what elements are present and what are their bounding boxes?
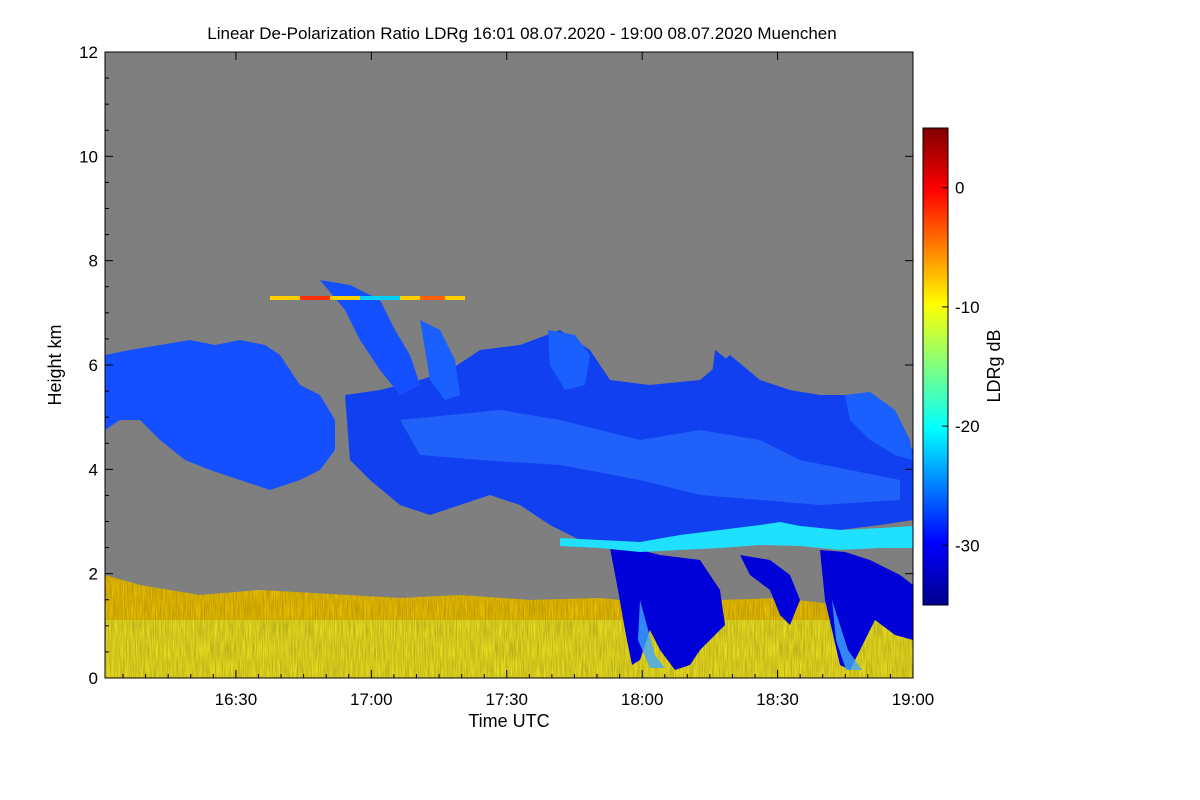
x-tick-label: 17:00 [350,690,393,709]
thin-layer-segment [300,296,330,300]
colorbar-tick-label: -10 [955,298,980,317]
y-tick-label: 10 [79,147,98,166]
y-tick-label: 2 [89,565,98,584]
colorbar: 0 -10 -20 -30 LDRg dB [922,127,1004,606]
y-tick-label: 4 [89,460,98,479]
colorbar-ticks: 0 -10 -20 -30 [942,179,980,555]
colorbar-tick-label: -20 [955,417,980,436]
y-tick-label: 0 [89,669,98,688]
x-axis: 16:30 17:00 17:30 18:00 18:30 19:00 [122,52,935,709]
x-axis-label: Time UTC [468,711,549,731]
x-tick-label: 16:30 [215,690,258,709]
thin-layer-segment [420,296,445,300]
x-tick-label: 17:30 [485,690,528,709]
x-tick-label: 18:00 [621,690,664,709]
x-tick-label: 19:00 [892,690,935,709]
colorbar-tick-label: 0 [955,179,964,198]
x-tick-label: 18:30 [756,690,799,709]
ice-cloud-region [105,280,913,548]
chart-title: Linear De-Polarization Ratio LDRg 16:01 … [207,24,836,43]
fall-streaks-region [610,548,913,670]
y-tick-label: 6 [89,356,98,375]
colorbar-gradient [922,127,949,606]
colorbar-label: LDRg dB [984,329,1004,402]
colorbar-tick-label: -30 [955,536,980,555]
plot-area [105,52,913,678]
y-axis: 0 2 4 6 8 10 12 [79,43,913,688]
thin-layer-segment [360,296,400,300]
melting-layer-band [560,522,913,552]
y-axis-label: Height km [45,324,65,405]
y-tick-label: 8 [89,252,98,271]
y-tick-label: 12 [79,43,98,62]
